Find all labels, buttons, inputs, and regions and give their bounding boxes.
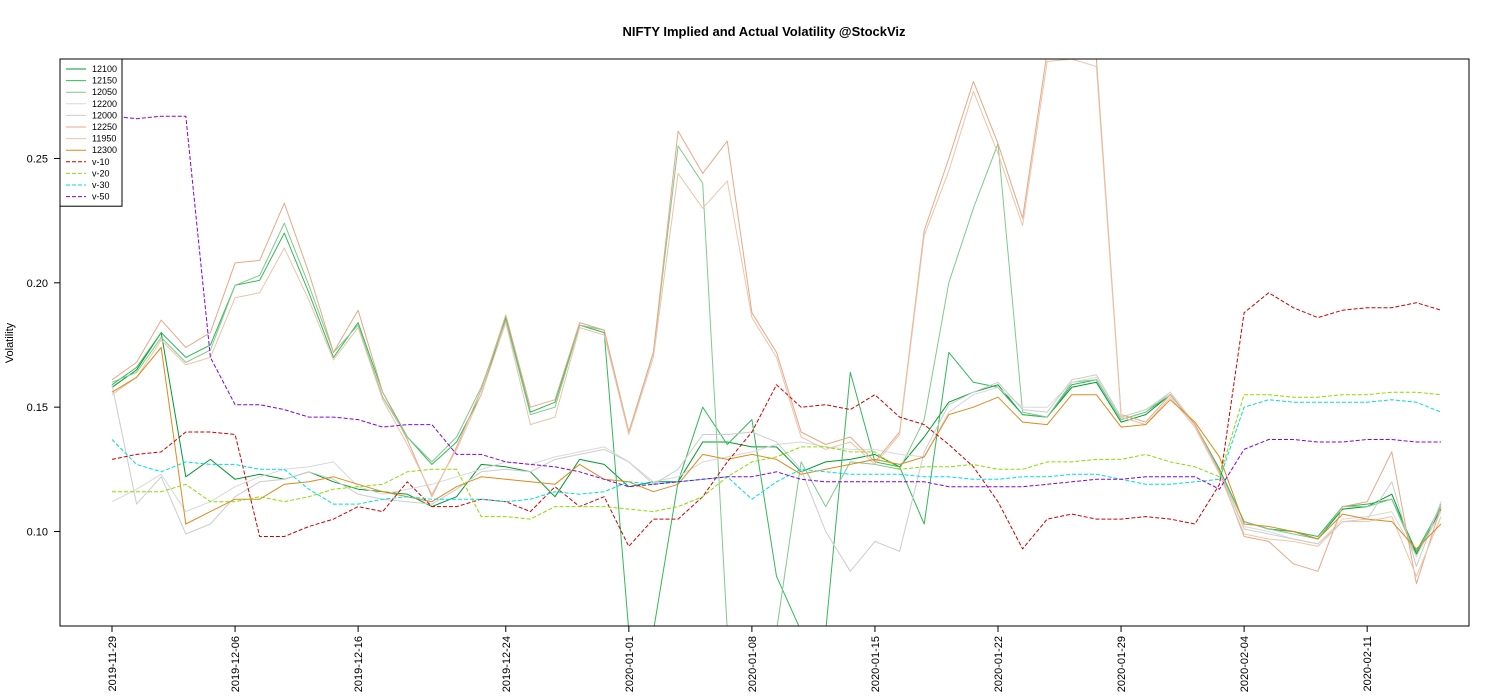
series-layer: [111, 59, 1442, 626]
series-line-v-50: [111, 115, 1441, 490]
legend-label: v-10: [92, 157, 110, 167]
legend-label: 12250: [92, 122, 117, 132]
series-line-12150: [111, 232, 1442, 626]
series-line-12250: [111, 59, 1442, 585]
series-line-11950: [111, 59, 1442, 577]
x-tick-label: 2020-02-11: [1362, 636, 1374, 691]
y-tick-label: 0.20: [27, 278, 48, 290]
series-line-v-10: [111, 292, 1442, 550]
y-tick-label: 0.10: [27, 527, 48, 539]
x-tick-label: 2020-02-04: [1239, 636, 1251, 692]
series-line-v-30: [111, 399, 1442, 505]
series-line-12050: [111, 143, 1442, 626]
x-tick-label: 2020-01-22: [993, 636, 1005, 692]
legend-label: 11950: [92, 134, 116, 144]
legend-box: [59, 58, 123, 207]
x-tick-label: 2019-12-24: [501, 636, 513, 692]
y-tick-label: 0.25: [27, 153, 48, 165]
x-tick-label: 2019-12-06: [230, 636, 242, 692]
x-tick-label: 2020-01-01: [624, 636, 636, 692]
series-line-12300: [111, 347, 1442, 550]
legend-label: v-20: [92, 168, 110, 178]
y-tick-label: 0.15: [27, 402, 48, 414]
legend-label: 12200: [92, 99, 117, 109]
series-line-v-20: [112, 391, 1442, 520]
legend-label: 12050: [92, 87, 117, 97]
x-tick-label: 2020-01-29: [1116, 636, 1128, 692]
x-tick-label: 2020-01-08: [747, 636, 759, 692]
axes: 0.10 0.15 0.20 0.25 2019-11-29 2019-12-06 2019…: [27, 153, 1375, 692]
legend-label: v-50: [92, 192, 110, 202]
legend-label: 12150: [92, 76, 117, 86]
legend-label: 12300: [92, 145, 117, 155]
chart-title: NIFTY Implied and Actual Volatility @Sto…: [622, 24, 906, 39]
x-tick-label: 2019-11-29: [107, 636, 119, 691]
legend-label: 12000: [92, 110, 117, 120]
x-tick-label: 2019-12-16: [353, 636, 365, 692]
plot-frame: [59, 58, 1470, 627]
x-tick-label: 2020-01-15: [870, 636, 882, 692]
legend-label: v-30: [92, 180, 110, 190]
y-axis-label: Volatility: [4, 322, 16, 363]
legend-label: 12100: [92, 64, 117, 74]
